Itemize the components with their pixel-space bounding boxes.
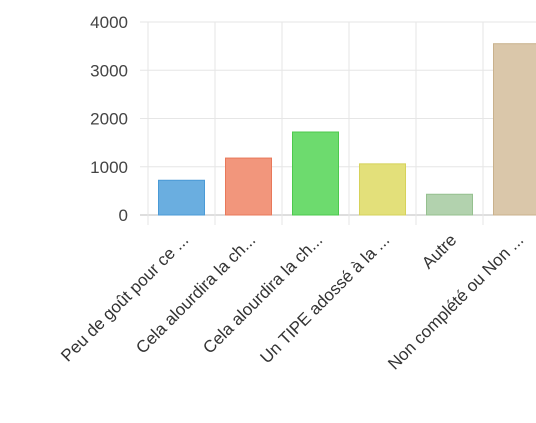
x-tick-label: Un TIPE adossé à la ... — [257, 230, 394, 367]
y-axis: 4000 3000 2000 1000 0 — [90, 13, 128, 225]
x-tick-label: Cela alourdira la ch... — [199, 230, 326, 357]
bar-series — [158, 43, 536, 216]
bar-1[interactable] — [225, 157, 272, 216]
x-tick-label: Peu de goût pour ce ... — [57, 230, 192, 365]
y-tick-label: 0 — [119, 206, 128, 225]
y-tick-label: 4000 — [90, 13, 128, 32]
y-tick-label: 3000 — [90, 61, 128, 80]
x-tick-label: Autre — [418, 230, 460, 272]
x-tick-label: Non complété ou Non ... — [384, 230, 527, 373]
y-tick-label: 2000 — [90, 110, 128, 129]
bar-0[interactable] — [158, 179, 205, 216]
x-axis: Peu de goût pour ce ...Cela alourdira la… — [57, 230, 527, 373]
bar-4[interactable] — [426, 193, 473, 216]
bar-3[interactable] — [359, 163, 406, 216]
x-tick-label: Cela alourdira la ch... — [132, 230, 259, 357]
bar-2[interactable] — [292, 131, 339, 216]
bar-5[interactable] — [493, 43, 536, 216]
y-tick-label: 1000 — [90, 158, 128, 177]
